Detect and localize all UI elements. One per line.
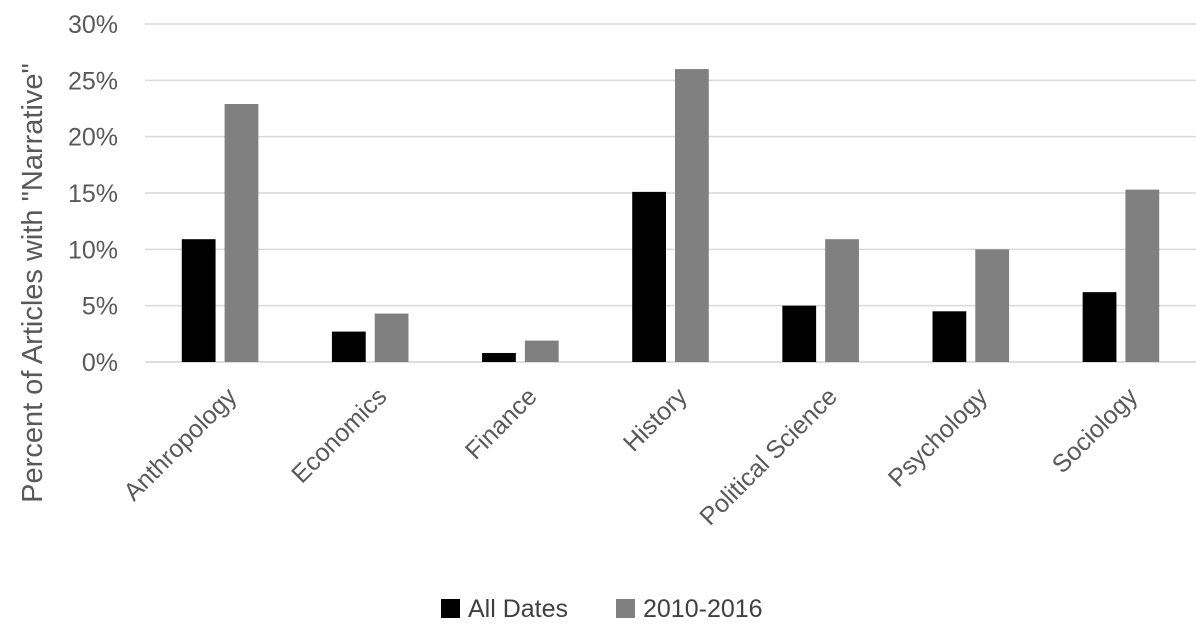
bar-all-dates (932, 311, 967, 362)
bar-all-dates (782, 305, 817, 362)
legend-swatch (441, 599, 460, 618)
x-axis-categories: Anthropology Economics Finance History Polit… (118, 382, 1143, 531)
bar-2010-2016 (1125, 189, 1160, 362)
bar-2010-2016 (224, 103, 259, 362)
y-tick-label: 5% (82, 293, 118, 321)
legend: All Dates 2010-2016 (441, 595, 763, 623)
x-category-label: Sociology (1047, 382, 1144, 479)
gridlines (145, 23, 1196, 363)
y-tick-label: 0% (82, 349, 118, 377)
bar-2010-2016 (675, 69, 709, 363)
y-tick-label: 10% (68, 236, 118, 264)
y-tick-label: 15% (68, 180, 118, 208)
x-category-label: Anthropology (118, 382, 242, 506)
bar-2010-2016 (524, 340, 559, 362)
x-category-label: Political Science (694, 382, 843, 531)
y-tick-label: 30% (68, 11, 118, 39)
bar-all-dates (181, 239, 216, 362)
bar-all-dates (1082, 292, 1117, 362)
y-tick-label: 25% (68, 67, 118, 95)
bar-all-dates (632, 191, 666, 362)
bar-2010-2016 (825, 239, 859, 362)
legend-label: 2010-2016 (643, 595, 763, 623)
bar-all-dates (482, 352, 516, 362)
bar-2010-2016 (374, 313, 409, 362)
y-axis-ticks: 0% 5% 10% 15% 20% 25% 30% (68, 11, 118, 377)
y-tick-label: 20% (68, 124, 118, 152)
x-category-label: Economics (286, 382, 392, 488)
x-category-label: History (618, 382, 693, 457)
legend-swatch (616, 599, 635, 618)
legend-label: All Dates (468, 595, 568, 623)
bars (181, 69, 1160, 363)
y-axis-label: Percent of Articles with "Narrative" (17, 63, 49, 503)
bar-2010-2016 (975, 249, 1010, 362)
bar-all-dates (331, 331, 366, 362)
x-category-label: Psychology (883, 382, 994, 493)
x-category-label: Finance (460, 382, 543, 465)
